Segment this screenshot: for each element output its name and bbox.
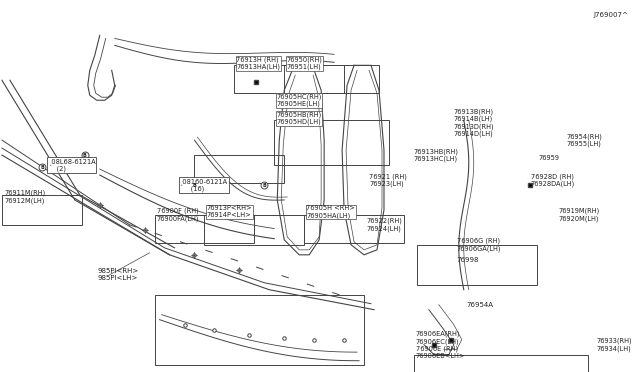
Text: ¸08160-6121A
     (16): ¸08160-6121A (16) <box>180 178 228 192</box>
Bar <box>275 120 389 165</box>
Text: 76913H (RH)
76913HA(LH): 76913H (RH) 76913HA(LH) <box>236 56 280 70</box>
Text: B: B <box>193 183 196 187</box>
Text: 76954A: 76954A <box>467 302 494 308</box>
Bar <box>304 215 404 243</box>
Bar <box>417 245 536 285</box>
Text: 76905HC(RH)
76905HE(LH): 76905HC(RH) 76905HE(LH) <box>276 93 322 107</box>
Text: 76905H <RH>
76905HA(LH): 76905H <RH> 76905HA(LH) <box>306 205 355 219</box>
Text: 76959: 76959 <box>539 155 559 161</box>
Bar <box>204 215 304 245</box>
Text: 76906EA(RH)
76906EC(LH): 76906EA(RH) 76906EC(LH) <box>416 331 460 344</box>
Text: 76933(RH)
76934(LH): 76933(RH) 76934(LH) <box>596 337 632 352</box>
Bar <box>195 155 284 183</box>
Text: B: B <box>83 153 86 158</box>
Bar <box>414 355 588 372</box>
Bar <box>155 215 254 243</box>
Text: 76906G (RH)
76906GA(LH): 76906G (RH) 76906GA(LH) <box>457 238 501 252</box>
Text: 76998: 76998 <box>457 257 479 263</box>
Text: 76922(RH)
76924(LH): 76922(RH) 76924(LH) <box>366 218 402 232</box>
Text: 76913D(RH)
76914D(LH): 76913D(RH) 76914D(LH) <box>454 123 495 137</box>
Text: 76954(RH)
76955(LH): 76954(RH) 76955(LH) <box>566 133 602 147</box>
Text: 76905HB(RH)
76905HD(LH): 76905HB(RH) 76905HD(LH) <box>276 111 321 125</box>
Text: 76911M(RH)
76912M(LH): 76911M(RH) 76912M(LH) <box>4 190 45 204</box>
Text: 76913HB(RH)
76913HC(LH): 76913HB(RH) 76913HC(LH) <box>414 148 459 162</box>
Text: 76900F (RH)
76900FA(LH): 76900F (RH) 76900FA(LH) <box>157 208 199 222</box>
Text: B: B <box>262 183 266 187</box>
Text: 76921 (RH)
76923(LH): 76921 (RH) 76923(LH) <box>369 173 407 187</box>
Bar <box>234 65 344 93</box>
Bar <box>284 65 379 93</box>
Text: 76913P<RH>
76914P<LH>: 76913P<RH> 76914P<LH> <box>207 205 252 218</box>
Text: 985PI<RH>
985PI<LH>: 985PI<RH> 985PI<LH> <box>98 268 139 281</box>
Bar <box>155 295 364 365</box>
Text: 76919M(RH)
76920M(LH): 76919M(RH) 76920M(LH) <box>559 208 600 222</box>
Text: J769007^: J769007^ <box>593 12 628 19</box>
Text: ¸08L68-6121A
    (2): ¸08L68-6121A (2) <box>48 158 95 172</box>
Text: B: B <box>40 164 44 170</box>
Text: 76913B(RH)
76914B(LH): 76913B(RH) 76914B(LH) <box>454 108 494 122</box>
Text: 76950(RH)
76951(LH): 76950(RH) 76951(LH) <box>286 56 322 70</box>
Text: 76906E (RH)
76906EB<LH>: 76906E (RH) 76906EB<LH> <box>416 346 465 359</box>
Text: 76928D (RH)
76928DA(LH): 76928D (RH) 76928DA(LH) <box>531 173 575 187</box>
Bar <box>2 195 82 225</box>
